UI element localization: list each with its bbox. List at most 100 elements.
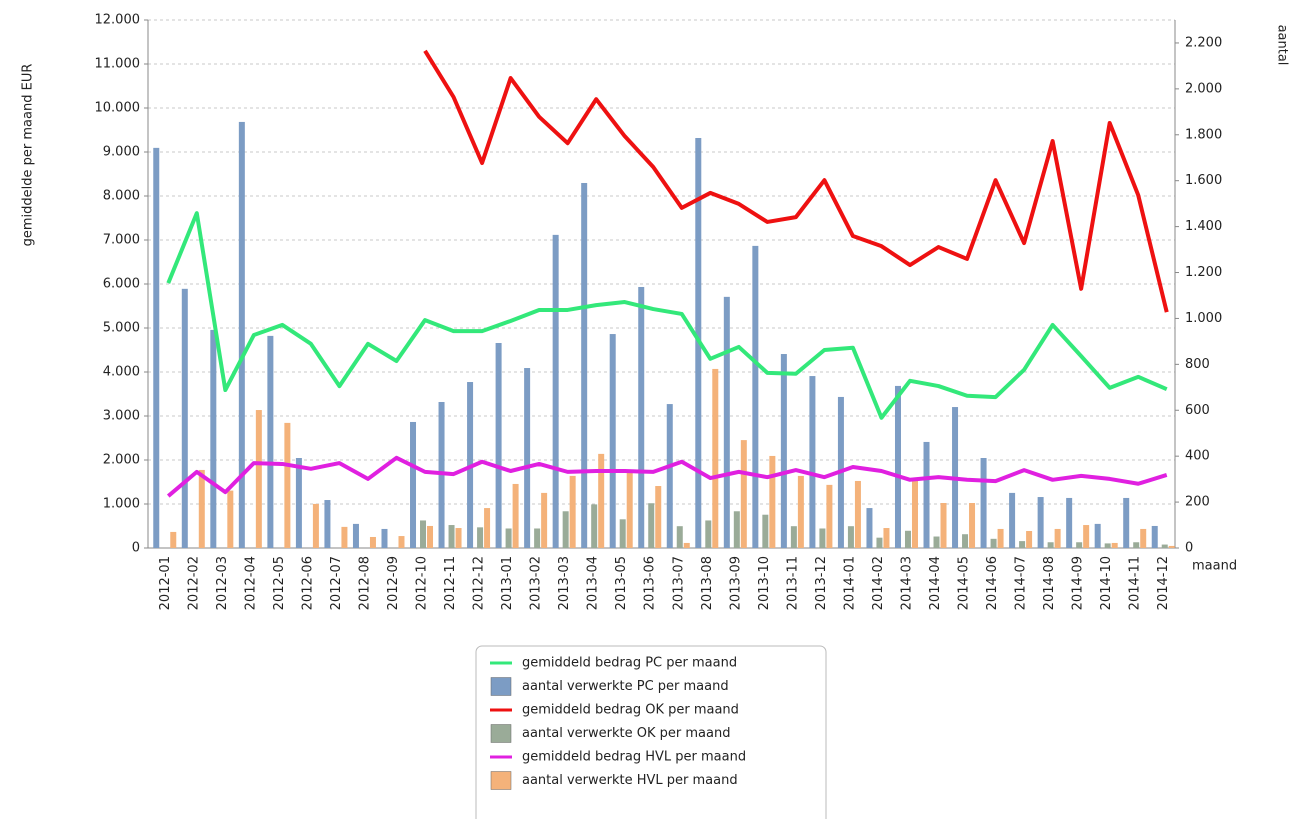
y-tick-label: 2.000 (103, 453, 140, 468)
x-tick-label: 2012-03 (215, 556, 230, 610)
y-tick-label: 8.000 (103, 189, 140, 204)
x-tick-label: 2014-09 (1071, 556, 1086, 610)
bar (683, 542, 690, 548)
legend-box (475, 645, 827, 823)
bar (769, 455, 776, 548)
y2-tick-label: 0 (1185, 541, 1193, 556)
x-tick-label: 2014-02 (871, 556, 886, 610)
bar (427, 525, 434, 548)
x-tick-label: 2013-06 (643, 556, 658, 610)
x-tick-label: 2013-01 (500, 556, 515, 610)
bar (626, 469, 633, 548)
y-tick-label: 7.000 (103, 233, 140, 248)
y2-tick-label: 1.800 (1185, 127, 1222, 142)
bar (1151, 525, 1158, 548)
bar (1009, 492, 1016, 548)
bar (1111, 542, 1118, 548)
bar (655, 486, 662, 548)
bar (552, 234, 559, 548)
x-tick-label: 2014-10 (1099, 556, 1114, 610)
bar (341, 526, 348, 548)
x-tick-label: 2012-09 (386, 556, 401, 610)
y2-tick-label: 2.000 (1185, 81, 1222, 96)
x-tick-label: 2014-01 (842, 556, 857, 610)
x-tick-label: 2012-02 (186, 556, 201, 610)
bar (780, 354, 787, 548)
x-tick-label: 2014-04 (928, 556, 943, 610)
x-axis-label: maand (1192, 559, 1237, 574)
x-tick-label: 2012-06 (300, 556, 315, 610)
bar (238, 121, 245, 549)
bar (495, 342, 502, 548)
y-tick-label: 0 (132, 541, 140, 556)
bar (1037, 497, 1044, 548)
bar (398, 536, 405, 548)
bar (295, 458, 302, 548)
x-tick-label: 2012-04 (243, 556, 258, 610)
bar (809, 376, 816, 548)
bar (170, 531, 177, 548)
x-tick-label: 2013-11 (785, 556, 800, 610)
bar (227, 490, 234, 548)
bar (210, 329, 217, 548)
legend-swatch (490, 771, 512, 790)
x-tick-label: 2014-03 (899, 556, 914, 610)
bar (819, 528, 826, 548)
legend-swatch (490, 724, 512, 743)
bar (324, 500, 331, 548)
bar (1076, 542, 1083, 548)
bar (638, 286, 645, 548)
x-tick-label: 2014-11 (1128, 556, 1143, 610)
bar (1047, 542, 1054, 548)
x-tick-label: 2013-12 (814, 556, 829, 610)
x-tick-label: 2012-11 (443, 556, 458, 610)
y2-tick-label: 200 (1185, 495, 1210, 510)
y-tick-label: 12.000 (95, 13, 141, 28)
bar (790, 526, 797, 548)
x-tick-label: 2012-12 (472, 556, 487, 610)
bar (562, 511, 569, 548)
bar (410, 421, 417, 548)
bar (455, 528, 462, 548)
bar (1019, 541, 1026, 548)
bar (904, 530, 911, 548)
bar (997, 528, 1004, 548)
bar (1094, 523, 1101, 548)
line (423, 49, 1169, 313)
x-tick-label: 2013-02 (529, 556, 544, 610)
bar (969, 503, 976, 548)
bar (705, 520, 712, 548)
bar (181, 288, 188, 548)
bar (1133, 542, 1140, 548)
bar (723, 296, 730, 548)
x-tick-label: 2012-01 (158, 556, 173, 610)
bar (1161, 544, 1168, 548)
y2-tick-label: 1.400 (1185, 219, 1222, 234)
bar (933, 536, 940, 548)
y-tick-label: 4.000 (103, 365, 140, 380)
bar (591, 504, 598, 548)
bar (676, 526, 683, 548)
bar (534, 528, 541, 548)
y-tick-label: 5.000 (103, 321, 140, 336)
bar (826, 484, 833, 548)
bar (648, 503, 655, 548)
bar (1104, 543, 1111, 548)
bar (381, 528, 388, 548)
bar (598, 453, 605, 548)
x-tick-label: 2013-05 (614, 556, 629, 610)
bar (962, 534, 969, 548)
y2-tick-label: 800 (1185, 357, 1210, 372)
legend-label: aantal verwerkte PC per maand (522, 679, 729, 694)
bar (797, 475, 804, 548)
legend-label: aantal verwerkte OK per maand (522, 726, 730, 741)
y2-axis-label: aantal (1275, 25, 1290, 66)
bar (1123, 497, 1130, 548)
bar (923, 441, 930, 548)
legend-label: gemiddeld bedrag OK per maand (522, 703, 739, 718)
bar (883, 528, 890, 548)
bar (712, 368, 719, 548)
y2-tick-label: 2.200 (1185, 35, 1222, 50)
bar (1168, 545, 1175, 548)
x-tick-label: 2013-10 (757, 556, 772, 610)
